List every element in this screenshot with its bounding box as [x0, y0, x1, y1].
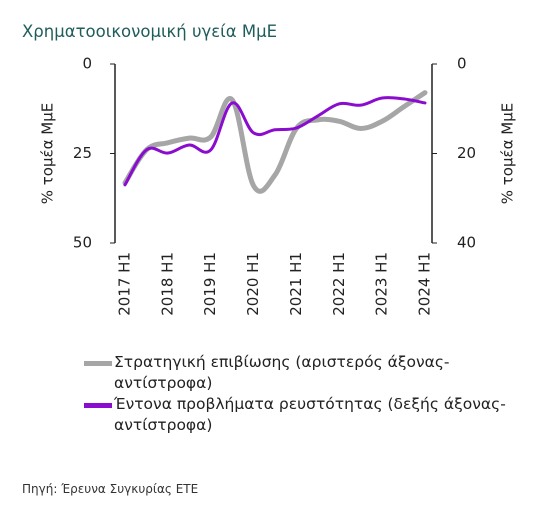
y-tick-label: 25: [73, 144, 92, 162]
chart-title: Χρηματοοικονομική υγεία ΜμΕ: [22, 22, 278, 41]
source: Πηγή: Έρευνα Συγκυρίας ΕΤΕ: [22, 482, 199, 496]
x-tick-label: 2020 H1: [244, 252, 262, 316]
y-axis-label: % τομέα ΜμΕ: [39, 103, 57, 205]
y-tick-label: 0: [82, 55, 92, 73]
legend-swatch: [84, 403, 112, 408]
y-tick-label: 50: [73, 234, 92, 252]
legend-swatch: [84, 361, 112, 366]
series-line: [122, 90, 428, 194]
chart: 0 25 50 0 20 40 % τομέα ΜμΕ % τομέα ΜμΕ 2017 H1 2…: [39, 55, 517, 316]
y2-tick-label: 20: [457, 144, 476, 162]
x-tick-label: 2024 H1: [416, 252, 434, 316]
y2-axis-label: % τομέα ΜμΕ: [499, 103, 517, 205]
legend-label: Στρατηγική επιβίωσης (αριστερός άξονας- …: [114, 353, 450, 392]
series-line: [123, 96, 427, 187]
legend-item: Στρατηγική επιβίωσης (αριστερός άξονας- …: [84, 352, 522, 394]
x-tick-label: 2021 H1: [287, 252, 305, 316]
x-tick-label: 2018 H1: [158, 252, 176, 316]
x-tick-label: 2023 H1: [373, 252, 391, 316]
x-tick-label: 2017 H1: [116, 252, 134, 316]
x-tick-label: 2019 H1: [201, 252, 219, 316]
legend-item: Έντονα προβλήματα ρευστότητας (δεξής άξο…: [84, 394, 522, 436]
y2-tick-label: 0: [457, 55, 467, 73]
y2-tick-label: 40: [457, 234, 476, 252]
legend: Στρατηγική επιβίωσης (αριστερός άξονας- …: [84, 352, 522, 436]
x-tick-label: 2022 H1: [330, 252, 348, 316]
legend-label: Έντονα προβλήματα ρευστότητας (δεξής άξο…: [114, 395, 506, 434]
